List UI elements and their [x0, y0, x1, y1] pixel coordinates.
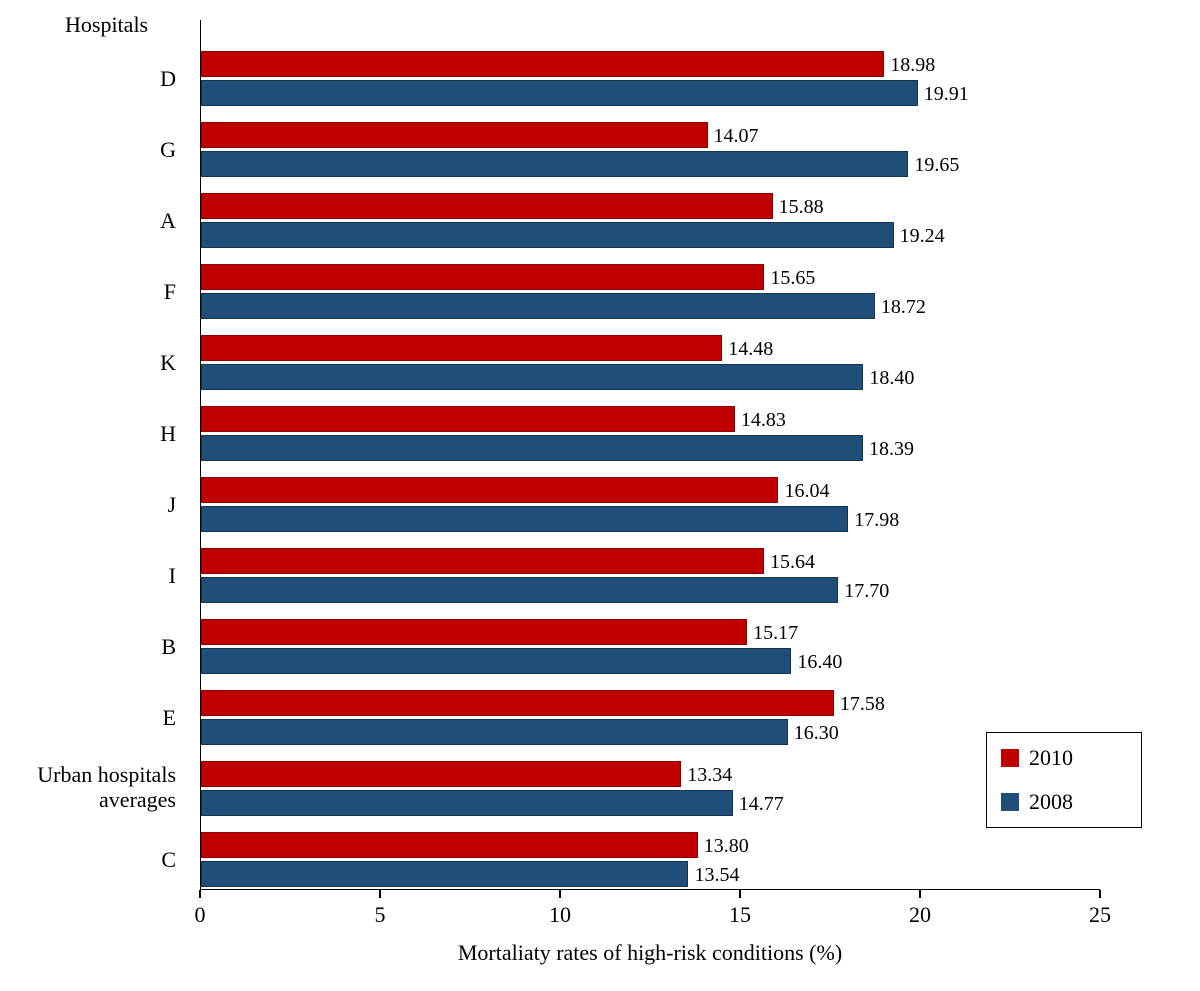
- bar-s2010: [201, 122, 708, 148]
- legend: 2010 2008: [986, 732, 1142, 828]
- category-label: G: [0, 137, 176, 162]
- x-tick-label: 10: [549, 902, 571, 928]
- bar-value-label: 18.40: [869, 367, 914, 390]
- category-label: Urban hospitalsaverages: [0, 762, 176, 813]
- x-axis-ticks: 0510152025: [200, 890, 1100, 930]
- bar-s2010: [201, 51, 884, 77]
- x-tick-label: 25: [1089, 902, 1111, 928]
- category-label: E: [0, 705, 176, 730]
- y-axis-labels: D G A F K H J I B E Urban hospitalsaverages C: [0, 0, 190, 991]
- bar-s2008: [201, 861, 688, 887]
- x-tick-mark: [1099, 890, 1101, 898]
- x-tick-mark: [559, 890, 561, 898]
- bar-value-label: 15.88: [779, 196, 824, 219]
- bar-value-label: 17.70: [844, 580, 889, 603]
- category-label: A: [0, 208, 176, 233]
- x-tick-label: 20: [909, 902, 931, 928]
- bar-s2010: [201, 832, 698, 858]
- x-tick-label: 15: [729, 902, 751, 928]
- x-tick-mark: [199, 890, 201, 898]
- bar-value-label: 18.72: [881, 296, 926, 319]
- bar-s2010: [201, 690, 834, 716]
- bar-value-label: 17.98: [854, 509, 899, 532]
- bar-value-label: 19.24: [900, 225, 945, 248]
- bar-s2008: [201, 790, 733, 816]
- x-axis-title: Mortaliaty rates of high-risk conditions…: [200, 940, 1100, 966]
- category-label: C: [0, 847, 176, 872]
- bar-value-label: 14.77: [739, 793, 784, 816]
- bar-s2008: [201, 222, 894, 248]
- legend-label-2010: 2010: [1029, 745, 1073, 771]
- bar-value-label: 19.91: [924, 83, 969, 106]
- bar-s2008: [201, 364, 863, 390]
- category-label: I: [0, 563, 176, 588]
- bar-value-label: 19.65: [914, 154, 959, 177]
- mortality-bar-chart: Hospitals DGAFKHJIBEUrban hospitalsavera…: [0, 0, 1200, 991]
- bar-s2008: [201, 506, 848, 532]
- bar-s2008: [201, 293, 875, 319]
- bar-value-label: 15.64: [770, 551, 815, 574]
- x-tick-mark: [739, 890, 741, 898]
- bar-value-label: 15.17: [753, 622, 798, 645]
- bar-value-label: 13.34: [687, 764, 732, 787]
- legend-label-2008: 2008: [1029, 789, 1073, 815]
- bar-s2010: [201, 477, 778, 503]
- legend-swatch-2008: [1001, 793, 1019, 811]
- bar-value-label: 16.04: [784, 480, 829, 503]
- bar-s2010: [201, 406, 735, 432]
- bar-s2008: [201, 151, 908, 177]
- bar-value-label: 18.98: [890, 54, 935, 77]
- legend-item-2008: 2008: [1001, 789, 1123, 815]
- bar-value-label: 18.39: [869, 438, 914, 461]
- bar-s2008: [201, 719, 788, 745]
- category-label: J: [0, 492, 176, 517]
- x-tick-mark: [379, 890, 381, 898]
- bar-value-label: 15.65: [770, 267, 815, 290]
- bar-value-label: 16.30: [794, 722, 839, 745]
- category-label: K: [0, 350, 176, 375]
- category-label: D: [0, 66, 176, 91]
- bar-value-label: 14.07: [714, 125, 759, 148]
- bar-s2008: [201, 435, 863, 461]
- category-label: H: [0, 421, 176, 446]
- bar-s2008: [201, 648, 791, 674]
- bar-s2008: [201, 80, 918, 106]
- bar-s2010: [201, 193, 773, 219]
- bar-value-label: 16.40: [797, 651, 842, 674]
- bar-s2010: [201, 264, 764, 290]
- legend-item-2010: 2010: [1001, 745, 1123, 771]
- bar-s2008: [201, 577, 838, 603]
- x-tick-mark: [919, 890, 921, 898]
- bar-s2010: [201, 619, 747, 645]
- bar-value-label: 17.58: [840, 693, 885, 716]
- category-label: F: [0, 279, 176, 304]
- category-label: B: [0, 634, 176, 659]
- plot-area: 18.98 19.91 14.07 19.65 15.88 19.24 15.65 18.72…: [200, 20, 1100, 890]
- bar-value-label: 14.48: [728, 338, 773, 361]
- x-tick-label: 5: [375, 902, 386, 928]
- bar-s2010: [201, 761, 681, 787]
- x-tick-label: 0: [195, 902, 206, 928]
- legend-swatch-2010: [1001, 749, 1019, 767]
- bar-value-label: 13.80: [704, 835, 749, 858]
- bar-value-label: 14.83: [741, 409, 786, 432]
- bar-s2010: [201, 335, 722, 361]
- bar-value-label: 13.54: [694, 864, 739, 887]
- bar-s2010: [201, 548, 764, 574]
